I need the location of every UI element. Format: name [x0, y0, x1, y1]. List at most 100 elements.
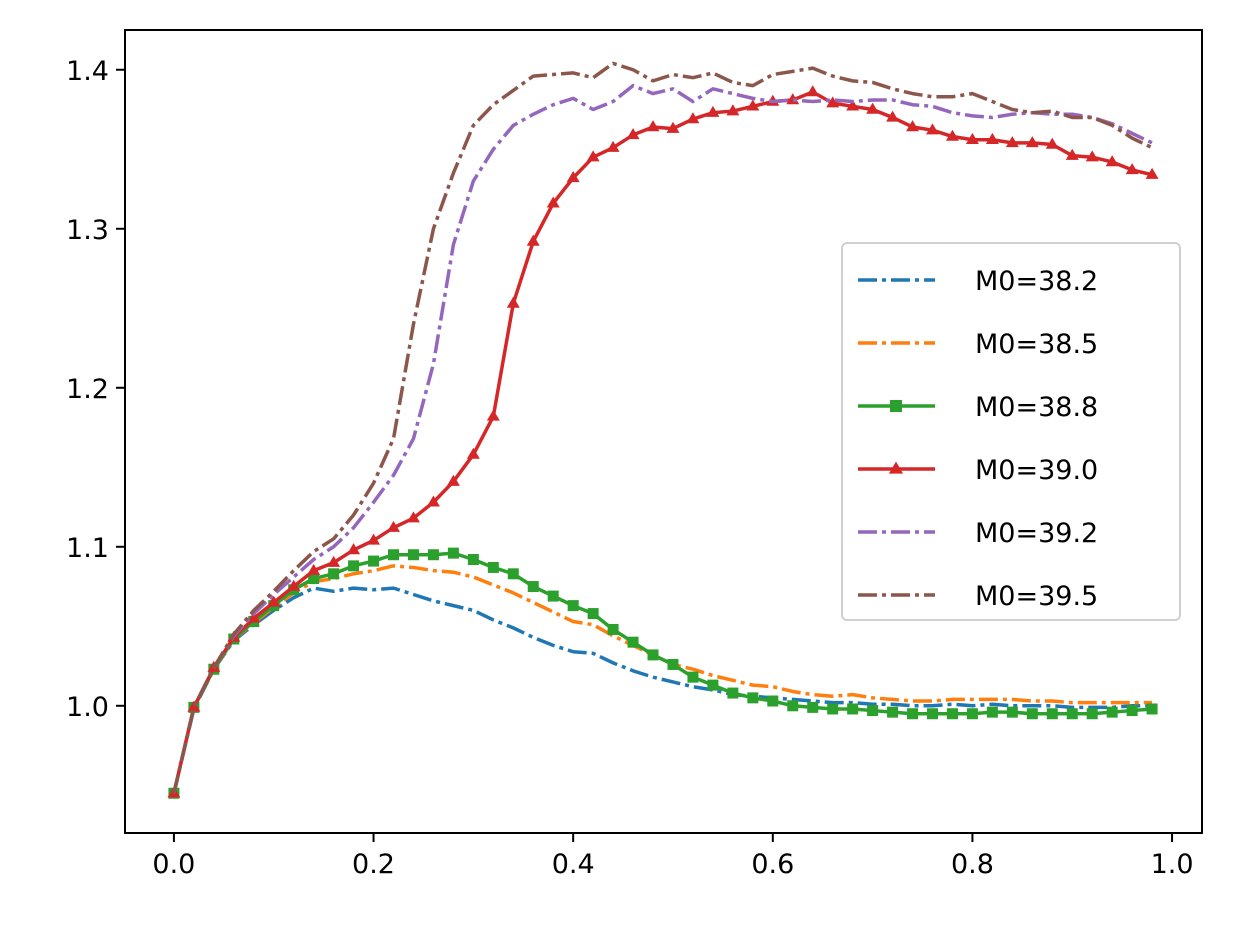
data-point-square: [907, 708, 919, 720]
data-point-triangle: [686, 112, 700, 124]
data-point-triangle: [466, 447, 480, 459]
data-point-square: [927, 708, 939, 720]
data-point-triangle: [1125, 163, 1139, 175]
data-point-square: [388, 549, 400, 561]
data-point-triangle: [886, 110, 900, 122]
data-point-square: [667, 658, 679, 670]
data-point-square: [308, 573, 320, 585]
data-point-triangle: [327, 555, 341, 567]
data-point-triangle: [726, 104, 740, 116]
data-point-square: [946, 708, 958, 720]
data-point-square: [1126, 705, 1138, 717]
data-point-triangle: [367, 533, 381, 545]
data-point-square: [767, 695, 779, 707]
data-point-triangle: [1065, 148, 1079, 160]
legend-frame: [841, 242, 1181, 621]
data-point-triangle: [486, 409, 500, 421]
data-point-square: [1106, 706, 1118, 718]
data-point-square: [807, 701, 819, 713]
data-point-square: [647, 649, 659, 661]
data-point-triangle: [985, 132, 999, 144]
data-point-triangle: [666, 121, 680, 133]
data-point-triangle: [866, 102, 880, 114]
data-point-triangle: [1085, 150, 1099, 162]
data-point-triangle: [826, 96, 840, 108]
data-point-triangle: [446, 474, 460, 486]
data-point-square: [427, 549, 439, 561]
legend-label: M0=39.0: [975, 455, 1098, 486]
data-point-square: [1086, 708, 1098, 720]
data-point-square: [447, 547, 459, 559]
data-point-square: [607, 623, 619, 635]
data-point-square: [890, 400, 902, 412]
data-point-triangle: [846, 99, 860, 111]
data-point-square: [587, 608, 599, 620]
data-point-square: [867, 705, 879, 717]
legend-item: M0=38.5: [858, 329, 1098, 360]
series-m0-38-8: [168, 547, 1158, 799]
y-tick-label: 1.4: [66, 56, 109, 87]
series-line: [172, 61, 1153, 794]
series-layer: [167, 61, 1159, 799]
data-point-square: [627, 636, 639, 648]
x-axis: 0.0 0.2 0.4 0.6 0.8 1.0: [152, 833, 1194, 880]
data-point-square: [787, 700, 799, 712]
data-point-triangle: [646, 120, 660, 132]
data-point-triangle: [906, 120, 920, 132]
data-point-triangle: [1105, 155, 1119, 167]
data-point-triangle: [247, 611, 261, 623]
data-point-square: [507, 568, 519, 580]
legend-label: M0=38.2: [975, 266, 1098, 297]
legend-label: M0=38.5: [975, 329, 1098, 360]
series-line: [172, 83, 1153, 794]
legend-item: M0=39.2: [858, 518, 1098, 549]
data-point-square: [966, 708, 978, 720]
series-m0-39-0: [167, 85, 1159, 798]
y-axis: 1.0 1.1 1.2 1.3 1.4: [66, 56, 125, 723]
data-point-triangle: [187, 700, 201, 712]
x-tick-label: 0.0: [152, 849, 195, 880]
series-m0-39-5: [172, 61, 1153, 794]
data-point-square: [887, 706, 899, 718]
data-point-triangle: [287, 579, 301, 591]
data-point-square: [847, 703, 859, 715]
data-point-triangle: [1145, 167, 1159, 179]
data-point-triangle: [546, 196, 560, 208]
data-point-square: [467, 554, 479, 566]
data-point-triangle: [746, 99, 760, 111]
legend: M0=38.2 M0=38.5 M0=38.8 M0=39.0 M0=39.2 M0=39…: [841, 242, 1181, 621]
data-point-triangle: [1025, 136, 1039, 148]
x-tick-label: 0.8: [951, 849, 994, 880]
data-point-triangle: [965, 132, 979, 144]
data-point-square: [687, 671, 699, 683]
plot-frame: [124, 29, 1203, 834]
data-point-triangle: [926, 123, 939, 135]
legend-label: M0=39.5: [975, 581, 1098, 612]
legend-item: M0=39.0: [858, 455, 1098, 486]
data-point-square: [1006, 706, 1018, 718]
legend-item: M0=38.8: [858, 392, 1098, 423]
data-point-square: [1066, 708, 1078, 720]
data-point-square: [986, 706, 998, 718]
series-m0-38-2: [172, 586, 1153, 794]
data-point-triangle: [606, 140, 620, 152]
y-tick-label: 1.1: [66, 533, 109, 564]
data-point-triangle: [387, 520, 400, 532]
y-tick-label: 1.0: [66, 692, 109, 723]
legend-item: M0=39.5: [858, 581, 1098, 612]
series-m0-39-2: [172, 83, 1153, 794]
data-point-square: [1046, 708, 1058, 720]
data-point-triangle: [347, 543, 361, 555]
x-tick-label: 1.0: [1151, 849, 1194, 880]
data-point-square: [707, 679, 719, 691]
x-tick-label: 0.4: [552, 849, 595, 880]
data-point-square: [407, 549, 419, 561]
x-tick-label: 0.6: [751, 849, 794, 880]
data-point-square: [567, 600, 579, 612]
data-point-triangle: [566, 171, 580, 183]
data-point-triangle: [706, 105, 720, 117]
data-point-square: [827, 703, 839, 715]
x-tick-label: 0.2: [352, 849, 395, 880]
data-point-square: [1146, 703, 1158, 715]
